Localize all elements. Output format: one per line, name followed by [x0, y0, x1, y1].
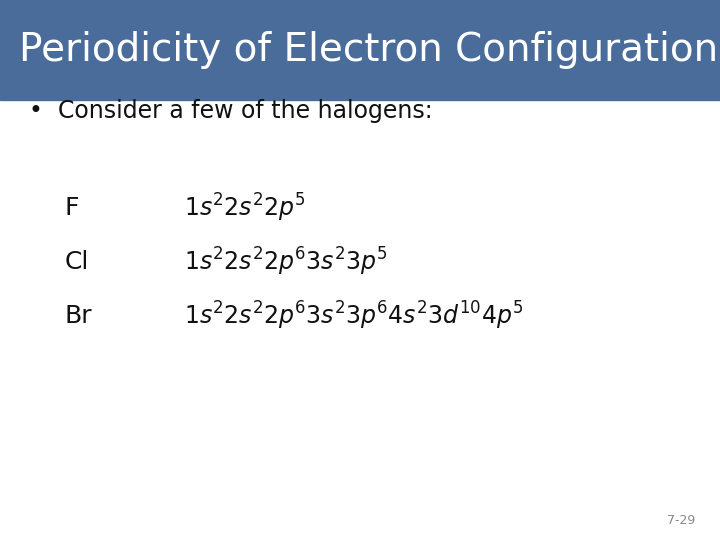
Text: $1s^22s^22p^63s^23p^5$: $1s^22s^22p^63s^23p^5$	[184, 246, 387, 278]
Text: 7-29: 7-29	[667, 514, 695, 526]
FancyBboxPatch shape	[0, 0, 720, 100]
Text: Cl: Cl	[65, 250, 89, 274]
Text: $1s^22s^22p^5$: $1s^22s^22p^5$	[184, 192, 305, 224]
Text: Br: Br	[65, 304, 92, 328]
Text: Periodicity of Electron Configurations: Periodicity of Electron Configurations	[19, 31, 720, 69]
Text: F: F	[65, 196, 79, 220]
Text: •  Consider a few of the halogens:: • Consider a few of the halogens:	[29, 99, 433, 123]
Text: $1s^22s^22p^63s^23p^64s^23d^{10}4p^5$: $1s^22s^22p^63s^23p^64s^23d^{10}4p^5$	[184, 300, 523, 332]
